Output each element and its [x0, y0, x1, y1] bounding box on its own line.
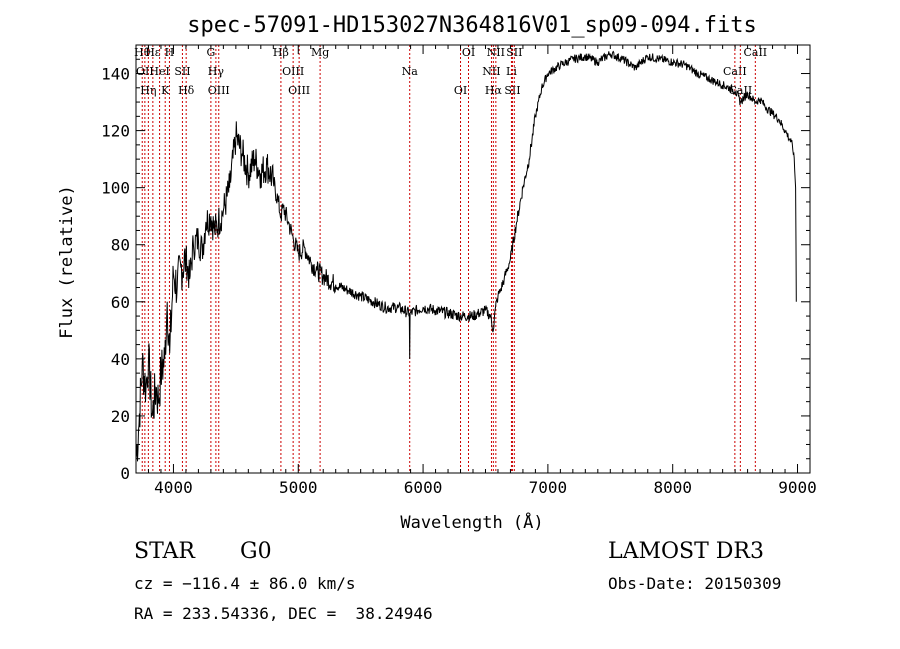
x-tick-label: 8000 — [653, 478, 692, 497]
spectral-line-label: SII — [174, 65, 190, 78]
spectral-line-label: OIII — [282, 65, 304, 78]
redshift-velocity: cz = −116.4 ± 86.0 km/s — [134, 574, 356, 593]
spectral-line-label: HeI — [149, 65, 169, 78]
spectral-line-label: Hε — [145, 46, 161, 59]
spectrum-chart: spec-57091-HD153027N364816V01_sp09-094.f… — [57, 13, 817, 533]
x-tick-label: 7000 — [529, 478, 568, 497]
y-tick-label: 140 — [101, 65, 130, 84]
coordinates: RA = 233.54336, DEC = 38.24946 — [134, 604, 433, 623]
spectral-line-label: Hγ — [208, 65, 225, 78]
y-tick-label: 80 — [111, 236, 130, 255]
spectral-line-label: Hη — [140, 84, 156, 97]
spectral-line-label: OI — [454, 84, 467, 97]
observation-date: Obs-Date: 20150309 — [608, 574, 782, 593]
y-axis-label: Flux (relative) — [57, 185, 77, 339]
x-tick-label: 4000 — [154, 478, 193, 497]
object-class: STAR — [134, 539, 195, 564]
spectral-line-label: G — [206, 46, 215, 59]
y-tick-label: 120 — [101, 122, 130, 141]
spectral-line-label: OII — [136, 65, 154, 78]
spectral-line-label: Li — [506, 65, 517, 78]
chart-axes: 4000 5000 6000 7000 8000 9000 0 20 40 60 80 100 120 1… — [101, 44, 817, 497]
spectral-line-label: NII — [482, 65, 500, 78]
object-subclass: G0 — [240, 539, 272, 564]
y-tick-label: 0 — [120, 464, 130, 483]
plot-frame — [135, 44, 811, 474]
x-tick-label: 6000 — [404, 478, 443, 497]
spectral-line-label: OIII — [288, 84, 310, 97]
survey-name: LAMOST DR3 — [608, 539, 764, 564]
y-tick-label: 20 — [111, 407, 130, 426]
spectral-line-label: NII — [487, 46, 505, 59]
y-tick-label: 40 — [111, 350, 130, 369]
spectral-line-label: H — [165, 46, 175, 59]
spectral-line-label: OI — [462, 46, 475, 59]
spectral-line-label: Mg — [311, 46, 329, 59]
spectral-line-label: CaII — [723, 65, 747, 78]
x-tick-label: 5000 — [279, 478, 318, 497]
y-tick-label: 100 — [101, 179, 130, 198]
spectral-line-label: Hβ — [273, 46, 289, 59]
chart-title: spec-57091-HD153027N364816V01_sp09-094.f… — [187, 13, 757, 38]
spectrum-line — [135, 50, 797, 462]
spectral-line-label: Na — [402, 65, 419, 78]
y-tick-label: 60 — [111, 293, 130, 312]
x-tick-label: 9000 — [778, 478, 817, 497]
spectral-line-label: Hδ — [178, 84, 195, 97]
spectral-line-label: K — [161, 84, 170, 97]
spectrum-series — [135, 50, 797, 462]
spectral-line-label: OIII — [208, 84, 230, 97]
spectral-line-markers: Hθ OII Hη Hε HeI K H SII Hδ G Hγ OIII Hβ OIII OIII Mg Na… — [134, 45, 767, 473]
spectral-line-label: CaII — [743, 46, 767, 59]
spectral-line-label: Hθ — [134, 46, 151, 59]
spectral-line-label: Hα — [485, 84, 503, 97]
x-axis-label: Wavelength (Å) — [400, 511, 543, 533]
spectral-line-label: SII — [506, 46, 522, 59]
spectral-line-label: SII — [504, 84, 520, 97]
